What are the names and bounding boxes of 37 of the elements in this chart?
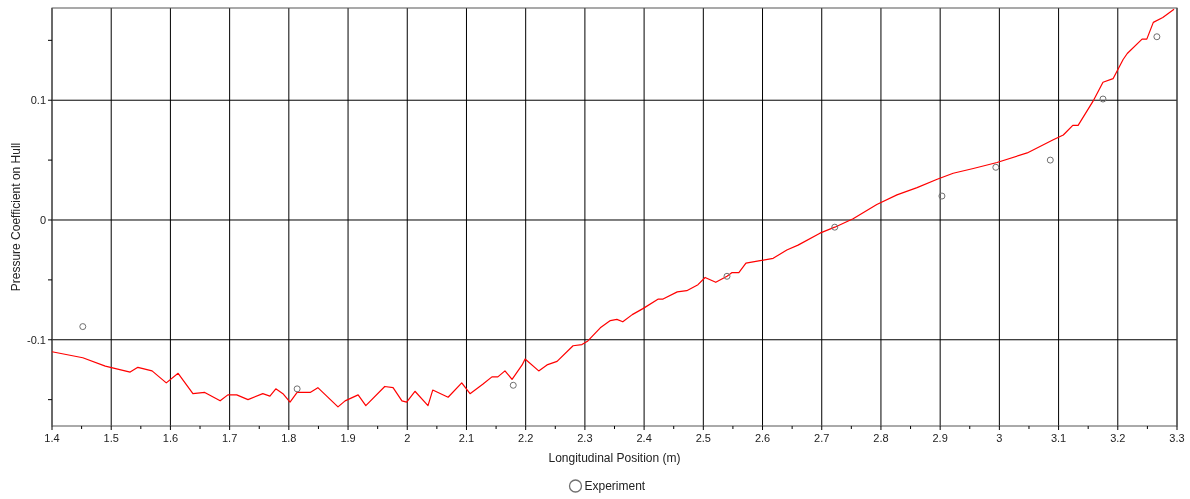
x-tick-label: 2.4 [636,432,652,444]
x-tick-label: 2.1 [458,432,475,444]
x-tick-label: 2 [404,432,411,444]
point [1099,95,1107,103]
x-tick-label: 2.3 [577,432,593,444]
x-axis-title: Longitudinal Position (m) [548,451,681,465]
x-tick-label: 3.3 [1169,432,1185,444]
x-tick-label: 2.5 [695,432,711,444]
point [938,192,946,200]
point [723,272,731,280]
point [1153,33,1161,41]
x-tick-label: 1.7 [221,432,238,444]
line-series [51,8,1175,408]
point [1046,156,1054,164]
y-tick-label: 0 [39,213,46,226]
point [992,163,1000,171]
x-tick-label: 2.9 [932,432,948,444]
point [79,323,87,331]
x-tick-label: 3.1 [1050,432,1067,444]
y-tick-label: 0.1 [30,94,46,107]
point [509,381,517,389]
point [831,223,839,231]
y-axis-title: Pressure Coefficient on Hull [9,142,23,292]
x-tick-label: 1.5 [103,432,119,444]
x-tick-label: 2.8 [873,432,889,444]
y-tick-label: -0.1 [27,333,46,346]
x-tick-label: 2.7 [814,432,830,444]
x-tick-label: 2.2 [518,432,534,444]
x-tick-label: 1.4 [44,432,60,444]
x-tick-label: 3.2 [1110,432,1126,444]
x-tick-label: 3 [996,432,1003,444]
legend-label: Experiment [584,479,646,493]
x-tick-label: 1.9 [340,432,356,444]
x-tick-label: 1.6 [162,432,179,444]
point [293,385,301,393]
x-tick-label: 2.6 [754,432,771,444]
x-tick-label: 1.8 [281,432,297,444]
